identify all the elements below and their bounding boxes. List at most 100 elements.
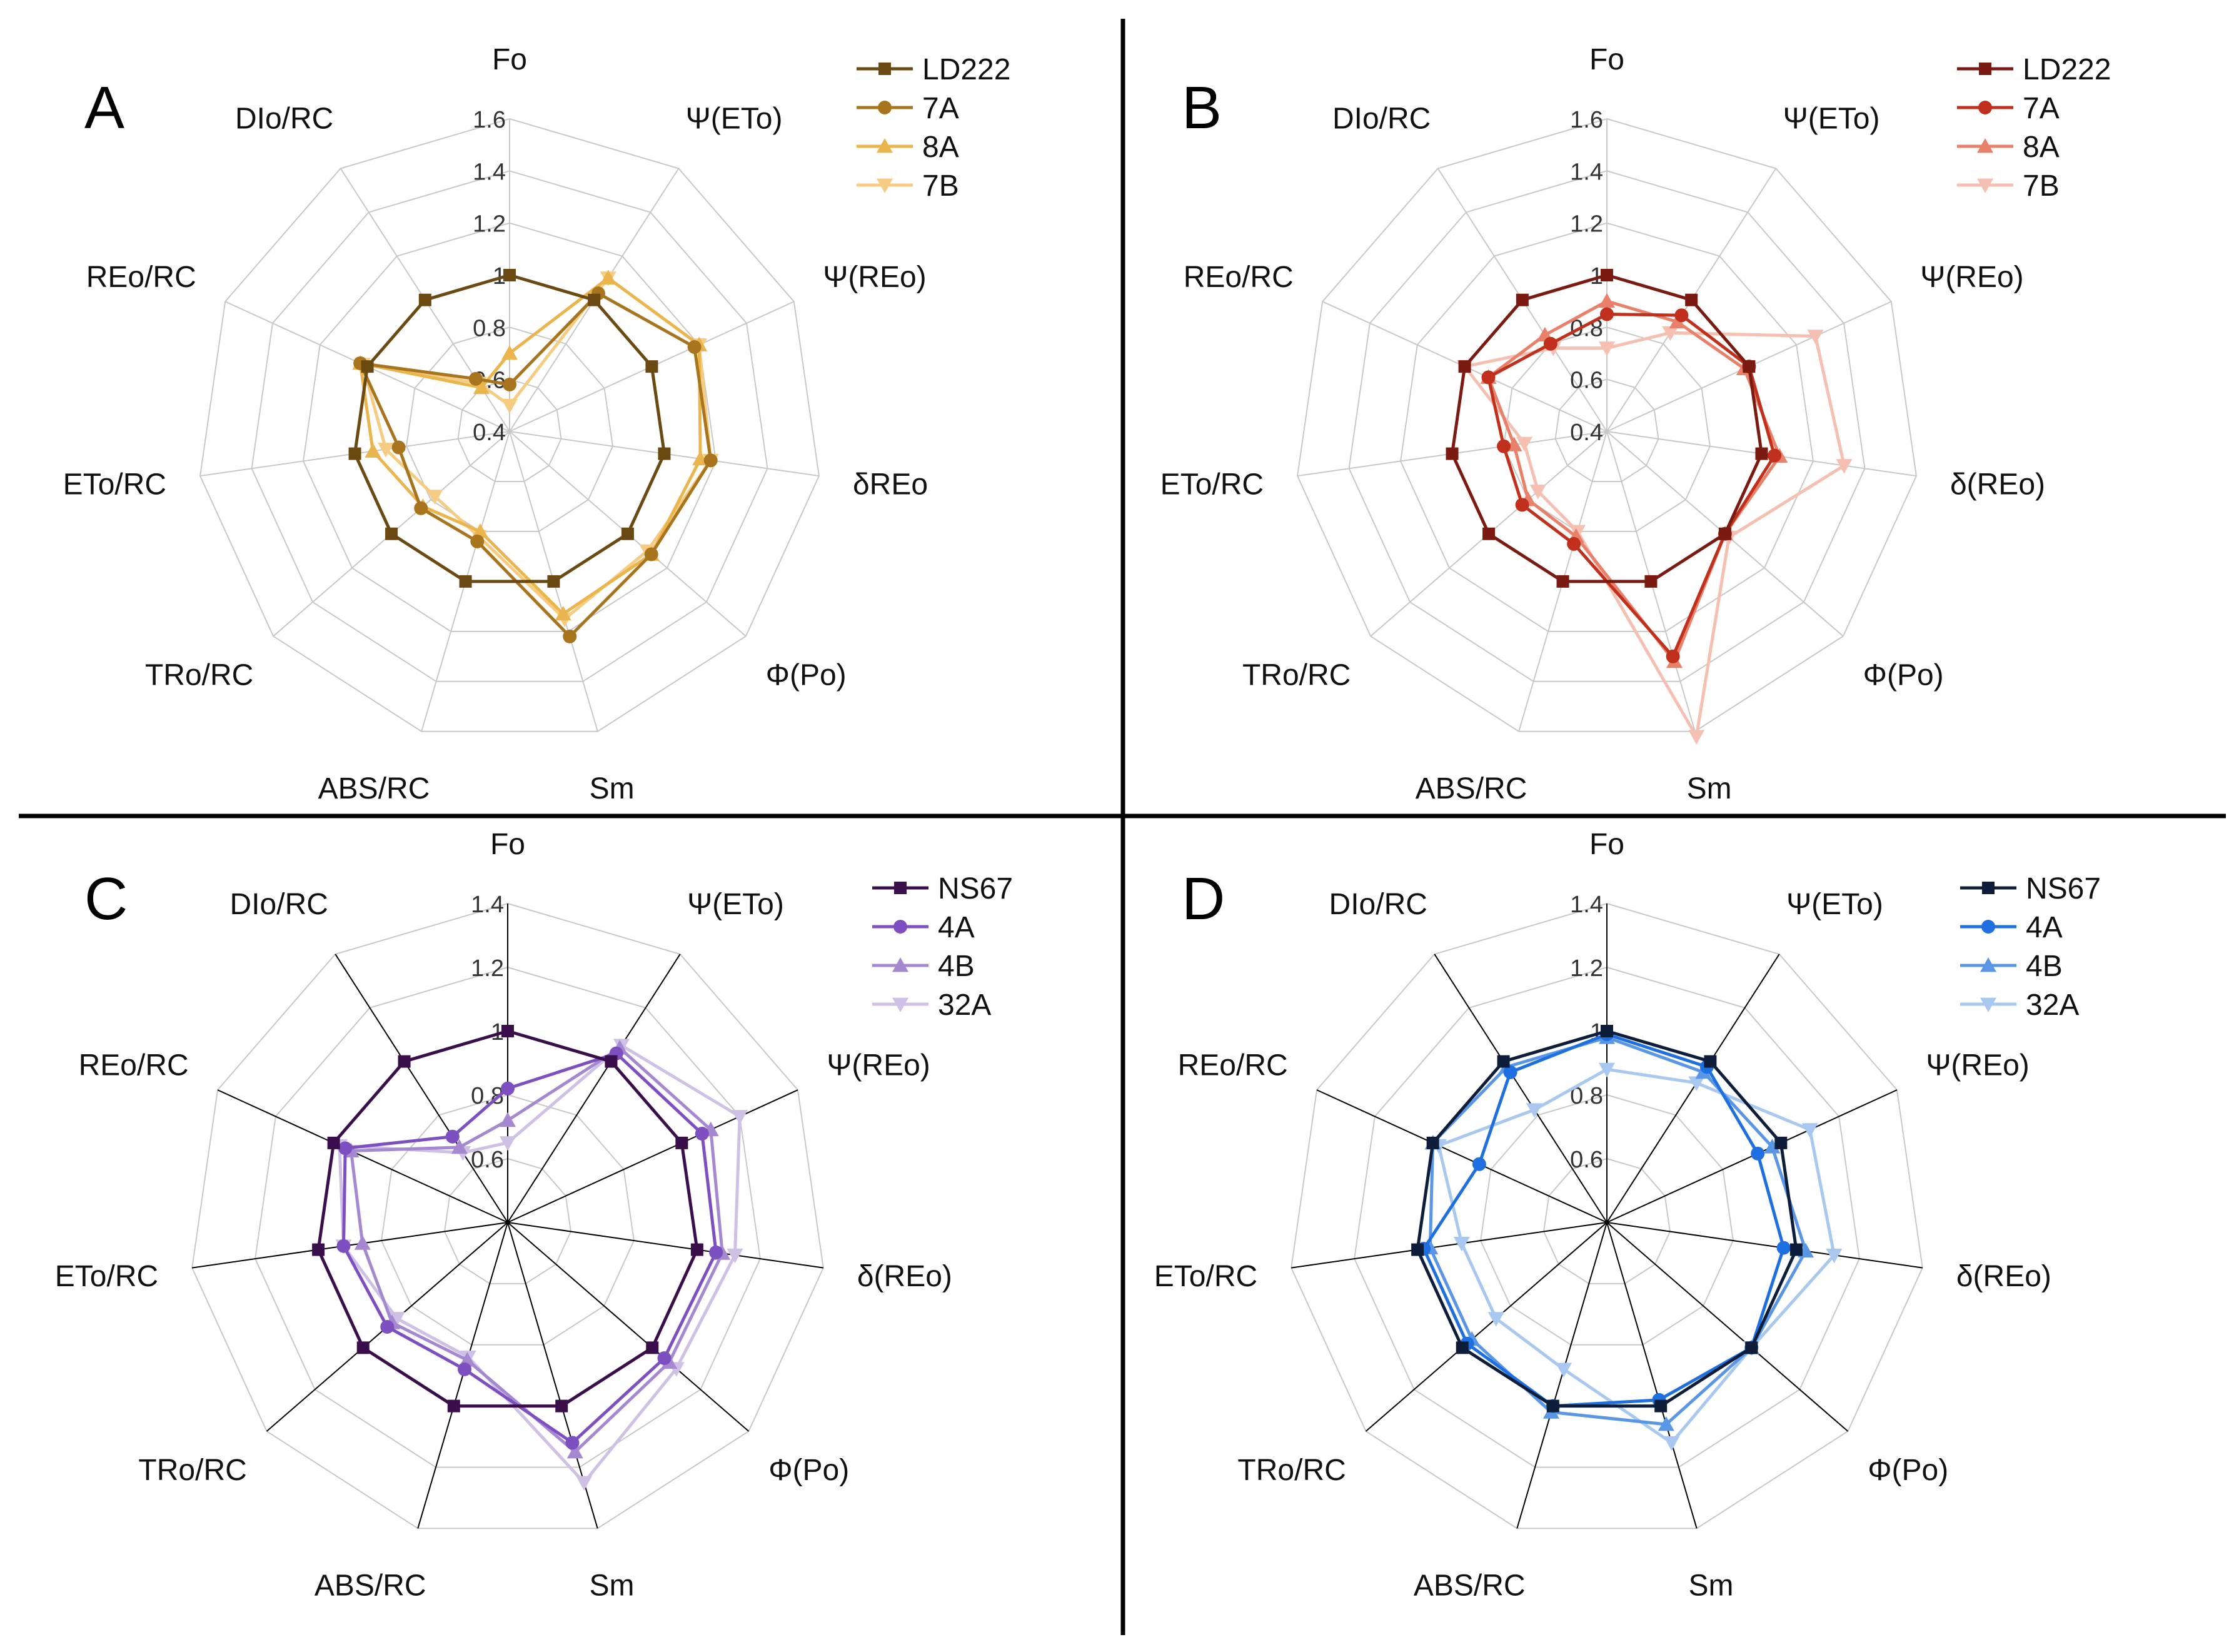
axis-spoke (507, 1089, 798, 1223)
axis-label: Φ(Po) (768, 1454, 849, 1487)
tick-label: 1.4 (471, 892, 504, 918)
legend-label: NS67 (2026, 872, 2101, 905)
series-line (316, 1029, 699, 1408)
data-point (1546, 1399, 1559, 1413)
data-point (1982, 882, 1995, 894)
data-point (687, 340, 702, 354)
tick-label: 1.6 (1570, 107, 1603, 133)
legend: NS67 4A 4B 32A (1960, 872, 2101, 1022)
legend-label: LD222 (2023, 53, 2111, 86)
data-point (1601, 269, 1613, 281)
axis-label: δREo (853, 468, 928, 501)
data-point (1764, 1139, 1781, 1154)
series-line (353, 273, 666, 583)
grid-ring (381, 1094, 635, 1346)
data-point (555, 605, 571, 621)
legend-label: 32A (2026, 989, 2079, 1022)
data-point (646, 1341, 659, 1354)
panel-letter: A (84, 74, 124, 141)
axis-label: TRo/RC (1237, 1454, 1346, 1487)
tick-label: 1 (1590, 263, 1603, 290)
data-point (877, 178, 893, 193)
axis-label: ETo/RC (63, 468, 166, 501)
data-point (709, 1245, 723, 1259)
series-line (341, 1052, 718, 1444)
data-point (1685, 293, 1698, 306)
data-point (576, 1476, 593, 1491)
data-point (1662, 326, 1679, 341)
axis-label: DIo/RC (230, 888, 328, 921)
axis-label: ETo/RC (55, 1260, 158, 1293)
axis-spoke (1606, 1222, 1698, 1529)
axis-label: Fo (1589, 43, 1624, 76)
axis-label: Φ(Po) (1868, 1454, 1948, 1487)
data-point (451, 1139, 468, 1154)
legend-label: 4B (938, 950, 975, 983)
axis-label: TRo/RC (138, 1454, 246, 1487)
data-point (348, 447, 361, 460)
data-point (1688, 730, 1705, 745)
data-point (1666, 649, 1680, 663)
series-7a (353, 286, 718, 643)
data-point (695, 1127, 709, 1141)
data-point (385, 527, 398, 540)
axis-label: DIo/RC (1329, 888, 1427, 921)
data-point (703, 453, 718, 468)
axis-label: Φ(Po) (1863, 659, 1944, 692)
data-point (327, 1136, 340, 1149)
data-point (473, 379, 490, 395)
data-point (398, 1055, 411, 1068)
data-point (426, 490, 443, 505)
axis-label: TRo/RC (1242, 659, 1351, 692)
data-point (644, 547, 658, 562)
data-point (1836, 459, 1853, 474)
data-point (418, 293, 431, 306)
data-point (893, 920, 907, 934)
series-line (1451, 273, 1763, 583)
axis-label: Sm (589, 1569, 634, 1602)
data-point (675, 1136, 688, 1149)
legend-label: 7A (922, 92, 959, 125)
data-point (365, 443, 381, 458)
data-point (1644, 575, 1658, 588)
data-point (500, 1112, 516, 1127)
series-ld222 (348, 269, 671, 588)
data-point (1600, 307, 1614, 321)
panel-letter: D (1182, 865, 1225, 932)
axis-label: Fo (490, 828, 525, 861)
grid-ring (1480, 1094, 1734, 1346)
legend-label: LD222 (922, 53, 1010, 86)
data-point (1411, 1243, 1424, 1256)
series-4b (343, 1040, 731, 1459)
data-point (468, 371, 483, 386)
data-point (877, 138, 893, 153)
panel-letter: C (84, 865, 128, 932)
axis-label: Ψ(REo) (827, 1049, 930, 1082)
data-point (727, 1248, 743, 1264)
data-point (1674, 308, 1689, 323)
axis-label: Ψ(REo) (823, 261, 926, 294)
axis-label: δ(REo) (857, 1260, 952, 1293)
data-point (414, 501, 428, 515)
legend: LD222 7A 8A 7B (1957, 53, 2111, 203)
data-point (1472, 1157, 1486, 1171)
data-point (1755, 447, 1768, 460)
tick-label: 1.4 (1570, 159, 1603, 185)
data-point (354, 1235, 371, 1250)
series-line (358, 291, 713, 638)
data-point (356, 1341, 370, 1354)
data-point (447, 1399, 460, 1413)
axis-label: ETo/RC (1154, 1260, 1257, 1293)
data-point (378, 443, 395, 458)
data-point (894, 882, 907, 894)
data-point (445, 1129, 460, 1144)
data-point (1529, 485, 1546, 500)
data-point (1718, 527, 1731, 540)
data-point (501, 398, 518, 414)
data-point (1516, 436, 1533, 451)
axis-label: Φ(Po) (766, 659, 847, 692)
data-point (1663, 1436, 1680, 1451)
grid-ring (1354, 966, 1860, 1468)
tick-label: 0.8 (473, 315, 506, 341)
series-line (1437, 1067, 1836, 1444)
